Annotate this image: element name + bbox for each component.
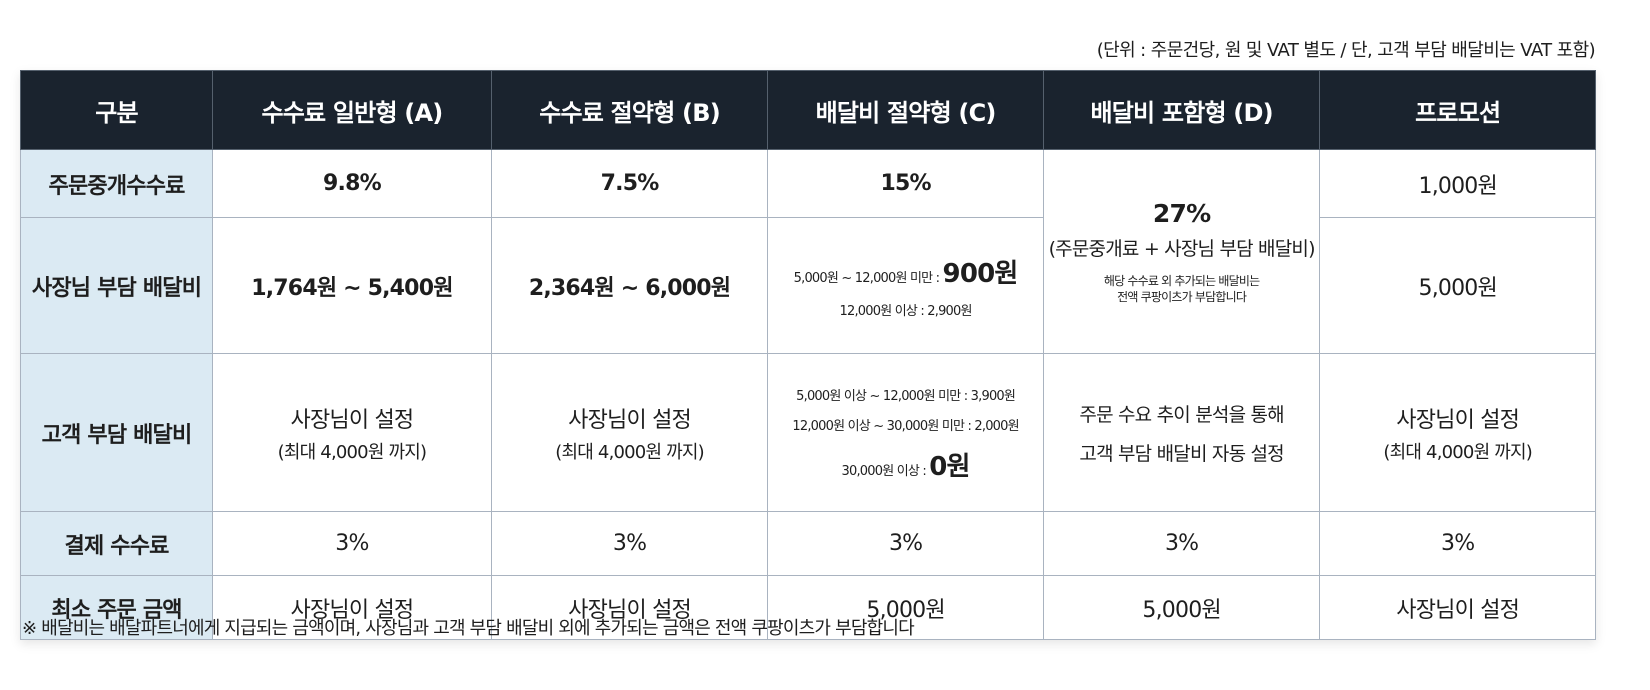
footnote: ※ 배달비는 배달파트너에게 지급되는 금액이며, 사장님과 고객 부담 배달비… (22, 618, 915, 639)
customer-delivery-c-line3-value: 0원 (929, 452, 970, 482)
customer-delivery-c-line3-prefix: 30,000원 이상 : (841, 464, 930, 479)
table-row-commission: 주문중개수수료 9.8% 7.5% 15% 27% (주문중개료 + 사장님 부… (19, 149, 1596, 354)
cell-payment-fee-promo: 3% (1319, 511, 1596, 576)
row-label-commission: 주문중개수수료 (19, 149, 214, 218)
row-label-payment-fee: 결제 수수료 (19, 511, 214, 576)
header-row: 구분 수수료 일반형 (A) 수수료 절약형 (B) 배달비 절약형 (C) 배… (19, 70, 1596, 150)
header-plan-b: 수수료 절약형 (B) (490, 70, 769, 150)
cell-customer-delivery-b: 사장님이 설정 (최대 4,000원 까지) (490, 353, 769, 512)
customer-delivery-a-line2: (최대 4,000원 까지) (277, 441, 427, 463)
cell-payment-fee-a: 3% (212, 511, 492, 576)
table-row-min-order: 최소 주문 금액 사장님이 설정 사장님이 설정 5,000원 5,000원 사… (19, 575, 1596, 640)
customer-delivery-c-line1: 5,000원 이상 ~ 12,000원 미만 : 3,900원 (796, 389, 1016, 404)
owner-delivery-c-line1-value: 900원 (942, 258, 1019, 289)
cell-customer-delivery-d: 주문 수요 추이 분석을 통해 고객 부담 배달비 자동 설정 (1042, 353, 1321, 512)
cell-commission-promo: 1,000원 (1319, 149, 1596, 218)
cell-payment-fee-b: 3% (490, 511, 769, 576)
customer-delivery-c-line3: 30,000원 이상 : 0원 (772, 446, 1039, 483)
table-body: 주문중개수수료 9.8% 7.5% 15% 27% (주문중개료 + 사장님 부… (19, 149, 1596, 640)
customer-delivery-promo-line1: 사장님이 설정 (1396, 407, 1520, 433)
cell-min-order-a: 사장님이 설정 (212, 575, 492, 640)
cell-customer-delivery-c: 5,000원 이상 ~ 12,000원 미만 : 3,900원 12,000원 … (767, 353, 1044, 512)
customer-delivery-b-line2: (최대 4,000원 까지) (555, 441, 704, 463)
cell-owner-delivery-a: 1,764원 ~ 5,400원 (212, 217, 492, 354)
top-band (0, 0, 1650, 20)
customer-delivery-d-line1: 주문 수요 추이 분석을 통해 (1079, 403, 1284, 426)
plan-d-note-line1: 해당 수수료 외 추가되는 배달비는 (1103, 273, 1260, 288)
row-label-customer-delivery: 고객 부담 배달비 (19, 353, 214, 512)
cell-min-order-promo: 사장님이 설정 (1319, 575, 1596, 640)
customer-delivery-a-line1: 사장님이 설정 (290, 407, 415, 433)
row-label-owner-delivery: 사장님 부담 배달비 (19, 217, 214, 354)
cell-owner-delivery-b: 2,364원 ~ 6,000원 (490, 217, 769, 354)
plan-d-note: 해당 수수료 외 추가되는 배달비는 전액 쿠팡이츠가 부담합니다 (1048, 273, 1316, 305)
cell-owner-delivery-c: 5,000원 ~ 12,000원 미만 : 900원 12,000원 이상 : … (767, 217, 1044, 354)
header-plan-d: 배달비 포함형 (D) (1042, 70, 1321, 150)
table-row-owner-delivery: 사장님 부담 배달비 1,764원 ~ 5,400원 2,364원 ~ 6,00… (19, 217, 1596, 354)
table-row-payment-fee: 결제 수수료 3% 3% 3% 3% 3% (19, 511, 1596, 576)
plan-d-rate: 27% (1152, 198, 1211, 228)
plan-d-rate-desc: (주문중개료 + 사장님 부담 배달비) (1048, 237, 1316, 260)
table-header: 구분 수수료 일반형 (A) 수수료 절약형 (B) 배달비 절약형 (C) 배… (19, 70, 1596, 150)
fee-comparison-table: 구분 수수료 일반형 (A) 수수료 절약형 (B) 배달비 절약형 (C) 배… (19, 70, 1596, 640)
cell-payment-fee-c: 3% (767, 511, 1044, 576)
customer-delivery-promo-line2: (최대 4,000원 까지) (1383, 441, 1533, 463)
header-category: 구분 (19, 70, 214, 150)
cell-payment-fee-d: 3% (1042, 511, 1321, 576)
cell-commission-b: 7.5% (490, 149, 769, 218)
plan-d-note-line2: 전액 쿠팡이츠가 부담합니다 (1117, 289, 1247, 304)
header-plan-c: 배달비 절약형 (C) (767, 70, 1044, 150)
customer-delivery-d-line2: 고객 부담 배달비 자동 설정 (1079, 442, 1284, 465)
table-row-customer-delivery: 고객 부담 배달비 사장님이 설정 (최대 4,000원 까지) 사장님이 설정… (19, 353, 1596, 512)
cell-customer-delivery-promo: 사장님이 설정 (최대 4,000원 까지) (1319, 353, 1596, 512)
owner-delivery-c-line2: 12,000원 이상 : 2,900원 (839, 303, 973, 319)
cell-owner-delivery-promo: 5,000원 (1319, 217, 1596, 354)
row-label-min-order: 최소 주문 금액 (19, 575, 214, 640)
cell-min-order-b: 사장님이 설정 (490, 575, 769, 640)
cell-commission-c: 15% (767, 149, 1044, 218)
cell-min-order-c: 5,000원 (767, 575, 1044, 640)
unit-note: (단위 : 주문건당, 원 및 VAT 별도 / 단, 고객 부담 배달비는 V… (1096, 40, 1596, 61)
customer-delivery-b-line1: 사장님이 설정 (568, 407, 692, 433)
header-plan-a: 수수료 일반형 (A) (212, 70, 492, 150)
owner-delivery-c-line1-prefix: 5,000원 ~ 12,000원 미만 : (793, 270, 943, 286)
owner-delivery-c-line1: 5,000원 ~ 12,000원 미만 : 900원 (772, 253, 1039, 290)
cell-min-order-d: 5,000원 (1042, 575, 1321, 640)
cell-commission-a: 9.8% (212, 149, 492, 218)
header-promotion: 프로모션 (1319, 70, 1596, 150)
customer-delivery-c-line2: 12,000원 이상 ~ 30,000원 미만 : 2,000원 (792, 419, 1019, 434)
cell-customer-delivery-a: 사장님이 설정 (최대 4,000원 까지) (212, 353, 492, 512)
cell-plan-d-merged: 27% (주문중개료 + 사장님 부담 배달비) 해당 수수료 외 추가되는 배… (1042, 149, 1321, 354)
